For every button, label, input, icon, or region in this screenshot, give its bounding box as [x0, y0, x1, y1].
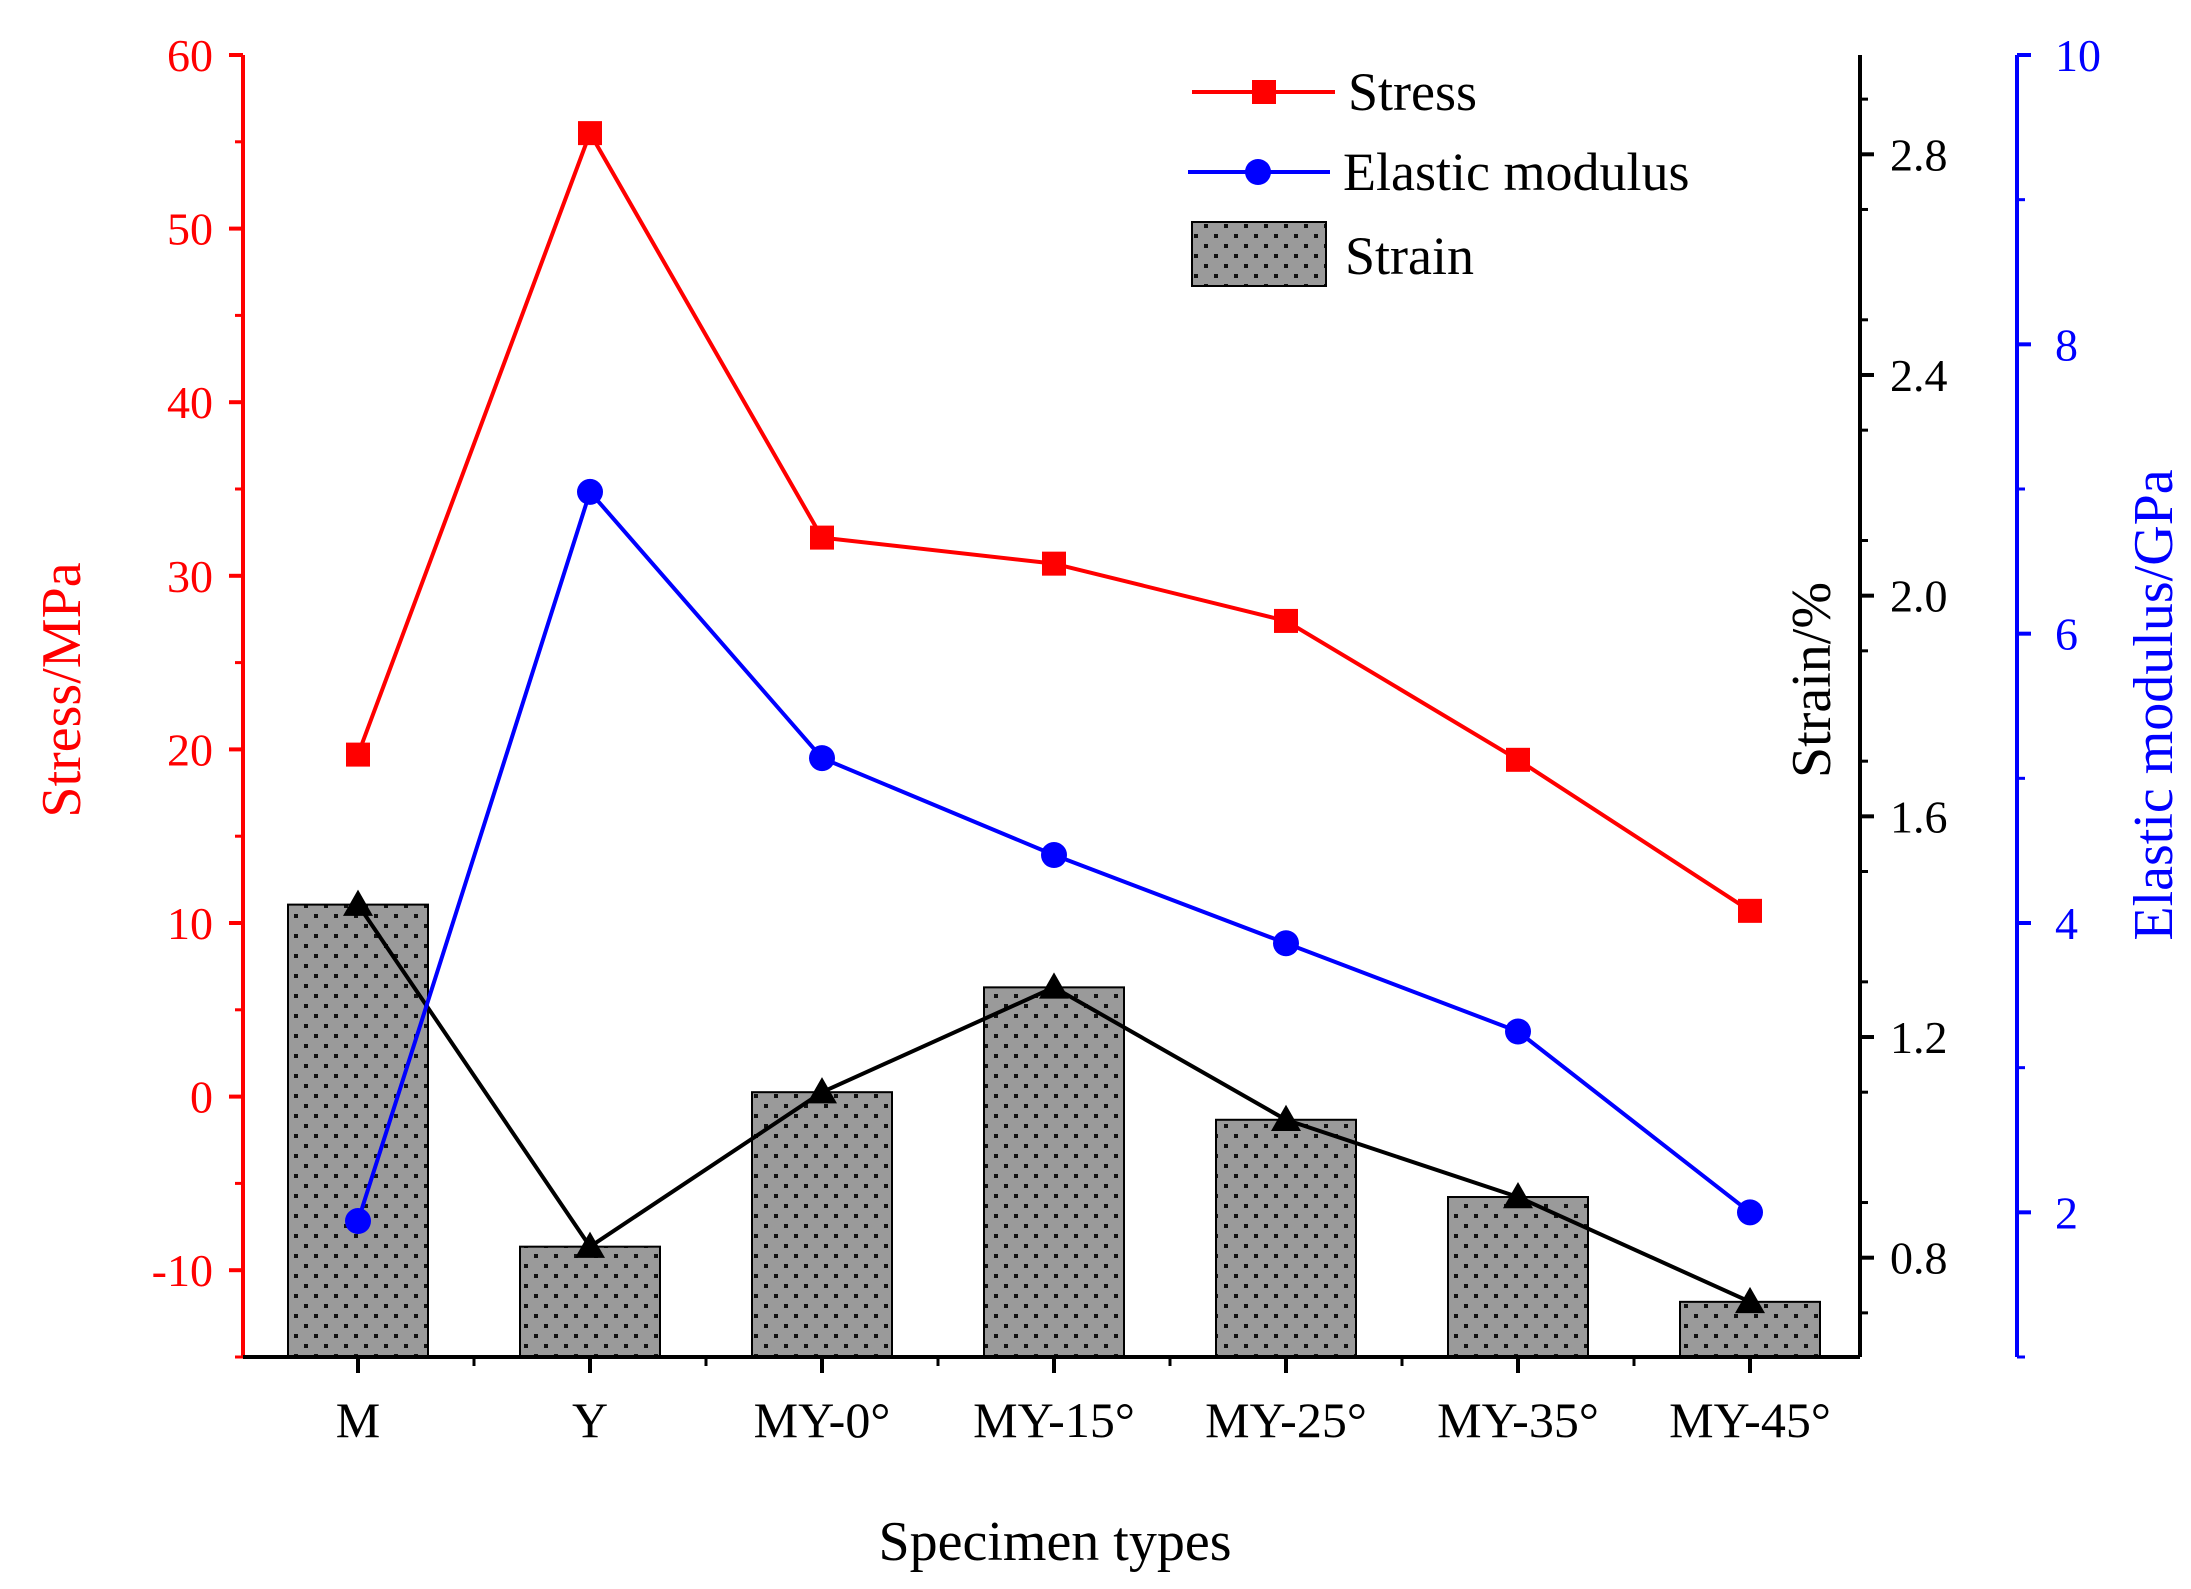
x-tick-label: Y — [572, 1392, 608, 1448]
stress-tick-label: 0 — [190, 1072, 213, 1123]
x-tick-label: M — [336, 1392, 380, 1448]
strain-bar — [1215, 1118, 1357, 1359]
strain-point — [807, 1077, 837, 1104]
strain-bar — [751, 1091, 893, 1358]
strain-point — [1503, 1182, 1533, 1209]
stress-tick-label: 30 — [167, 551, 213, 602]
strain-tick-label: 0.8 — [1890, 1233, 1948, 1284]
modulus-point — [345, 1208, 371, 1235]
x-tick-label: MY-25° — [1205, 1392, 1367, 1448]
strain-point — [343, 889, 373, 916]
stress-tick-label: 50 — [167, 204, 213, 255]
strain-point — [575, 1231, 605, 1258]
stress-point — [810, 525, 834, 550]
modulus-point — [577, 478, 603, 505]
modulus-point — [1041, 842, 1067, 869]
strain-bar — [1447, 1196, 1589, 1358]
strain-point — [1039, 972, 1069, 999]
strain-bar — [519, 1245, 661, 1358]
legend-modulus-marker — [1245, 159, 1271, 185]
modulus-tick-label: 2 — [2055, 1187, 2078, 1238]
stress-point — [346, 742, 370, 767]
strain-tick-label: 2.0 — [1890, 571, 1948, 622]
legend: Stress Elastic modulus Strain — [1188, 62, 1689, 287]
modulus-point — [809, 745, 835, 772]
strain-bar — [287, 903, 429, 1358]
stress-tick-label: 10 — [167, 898, 213, 949]
stress-point — [578, 121, 602, 146]
strain-point — [1735, 1286, 1765, 1314]
legend-stress-marker — [1252, 80, 1276, 104]
modulus-tick-label: 6 — [2055, 609, 2078, 660]
x-tick-label: MY-15° — [973, 1392, 1135, 1448]
x-tick-label: MY-0° — [754, 1392, 891, 1448]
strain-tick-label: 2.8 — [1890, 129, 1948, 180]
modulus-tick-label: 8 — [2055, 319, 2078, 370]
legend-stress-label: Stress — [1348, 62, 1477, 122]
strain-tick-label: 1.6 — [1890, 791, 1948, 842]
modulus-axis-title: Elastic modulus/GPa — [2123, 469, 2185, 940]
modulus-tick-label: 10 — [2055, 30, 2101, 81]
axes: -10 0 10 20 30 40 50 60 0.8 1.2 1.6 2.0 2.4 2.8 2 4 6 8 10… — [152, 30, 2101, 1448]
stress-tick-label: 60 — [167, 30, 213, 81]
stress-point — [1506, 747, 1530, 772]
legend-strain-swatch — [1191, 221, 1327, 287]
stress-point — [1274, 608, 1298, 633]
strain-tick-label: 2.4 — [1890, 350, 1948, 401]
strain-point — [1271, 1104, 1301, 1132]
stress-tick-label: 40 — [167, 377, 213, 428]
axis-titles: Specimen types Stress/MPa Strain/% Elast… — [31, 469, 2185, 1573]
stress-tick-label: -10 — [152, 1245, 213, 1296]
stress-line — [356, 131, 1752, 913]
stress-axis-title: Stress/MPa — [31, 562, 93, 817]
x-axis-title: Specimen types — [878, 1511, 1231, 1573]
x-tick-label: MY-45° — [1669, 1392, 1831, 1448]
strain-bar — [983, 986, 1125, 1358]
modulus-point — [1273, 930, 1299, 957]
stress-tick-label: 20 — [167, 724, 213, 775]
strain-tick-label: 1.2 — [1890, 1012, 1948, 1063]
modulus-point — [1737, 1199, 1763, 1226]
legend-strain-label: Strain — [1345, 226, 1474, 286]
strain-axis-title: Strain/% — [1781, 582, 1843, 778]
stress-point — [1738, 898, 1762, 923]
series-markers — [343, 121, 1765, 1314]
modulus-point — [1505, 1018, 1531, 1045]
stress-point — [1042, 551, 1066, 576]
modulus-tick-label: 4 — [2055, 898, 2078, 949]
legend-modulus-label: Elastic modulus — [1343, 142, 1689, 202]
x-tick-label: MY-35° — [1437, 1392, 1599, 1448]
strain-bars — [287, 903, 1821, 1359]
